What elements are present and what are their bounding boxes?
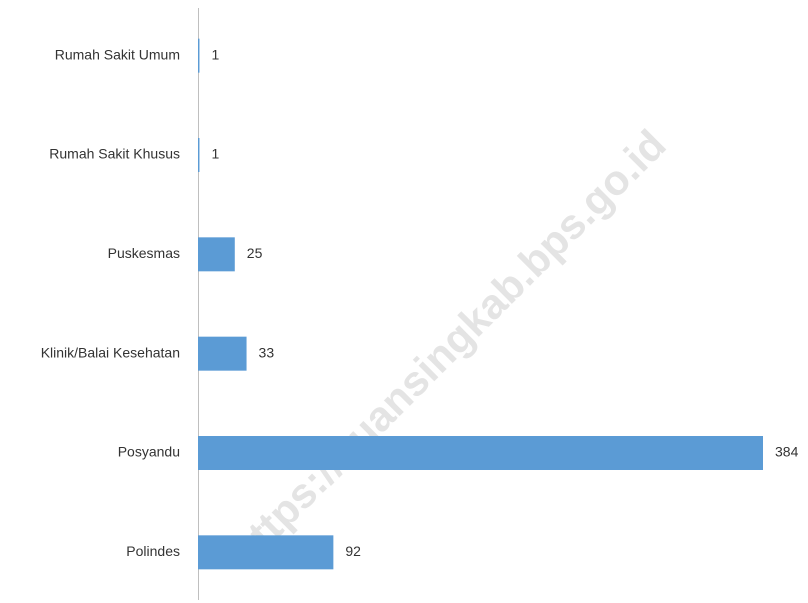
value-label: 92 xyxy=(345,543,361,559)
value-label: 33 xyxy=(259,344,275,360)
bar xyxy=(198,138,200,172)
value-label: 1 xyxy=(211,146,219,162)
y-tick-label: Puskesmas xyxy=(108,245,180,261)
y-tick-label: Posyandu xyxy=(118,444,180,460)
value-label: 25 xyxy=(247,245,263,261)
y-tick-label: Rumah Sakit Umum xyxy=(55,46,180,62)
y-tick-label: Polindes xyxy=(126,543,180,559)
bar xyxy=(198,336,247,371)
bar xyxy=(198,535,334,570)
y-tick-label: Klinik/Balai Kesehatan xyxy=(41,344,180,360)
value-label: 384 xyxy=(775,444,799,460)
bar xyxy=(198,436,763,470)
value-label: 1 xyxy=(211,46,219,62)
bar xyxy=(198,38,200,73)
watermark: https://kuansingkab.bps.go.id xyxy=(221,121,675,575)
bar xyxy=(198,237,235,272)
y-tick-label: Rumah Sakit Khusus xyxy=(49,146,180,162)
